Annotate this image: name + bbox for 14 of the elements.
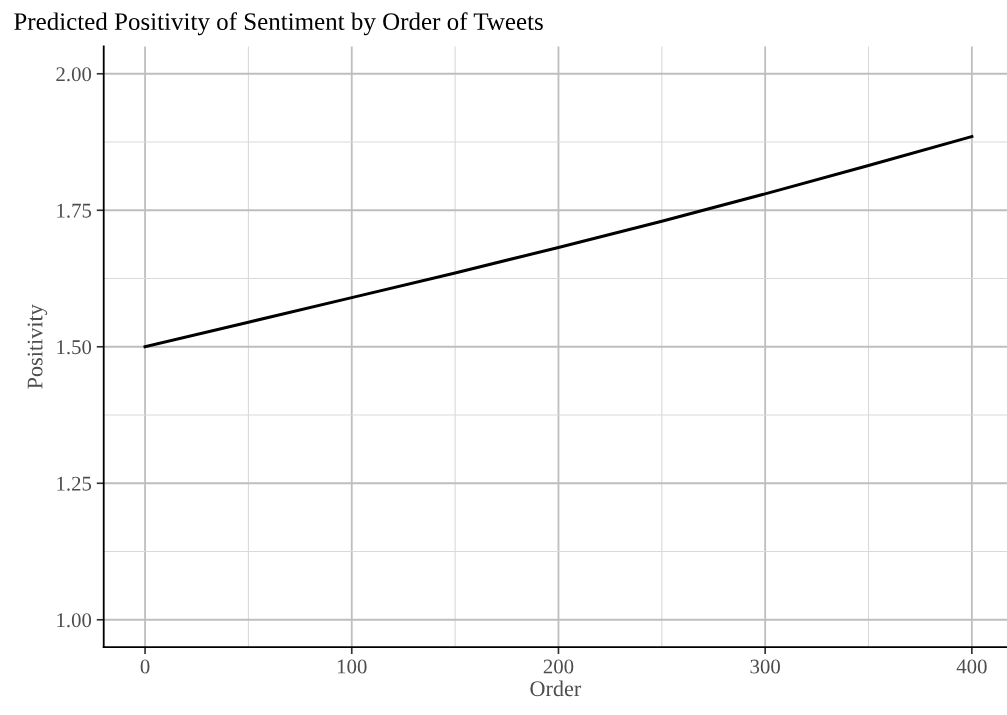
y-tick-label: 1.50 — [57, 340, 92, 355]
x-tick-label: 400 — [956, 659, 987, 674]
x-tick-label: 300 — [750, 659, 780, 674]
x-tick-label: 0 — [140, 659, 150, 674]
chart-title: Predicted Positivity of Sentiment by Order of Tweets — [14, 12, 543, 36]
x-tick-label: 100 — [337, 659, 367, 674]
x-tick-label: 200 — [543, 659, 574, 674]
y-tick-label: 1.00 — [57, 613, 92, 628]
y-tick-label: 2.00 — [56, 67, 92, 82]
x-axis-title: Order — [530, 680, 582, 697]
y-axis-title: Positivity — [27, 304, 48, 389]
y-tick-label: 1.75 — [57, 203, 92, 218]
y-tick-label: 1.25 — [57, 476, 92, 491]
line-series — [143, 135, 974, 349]
